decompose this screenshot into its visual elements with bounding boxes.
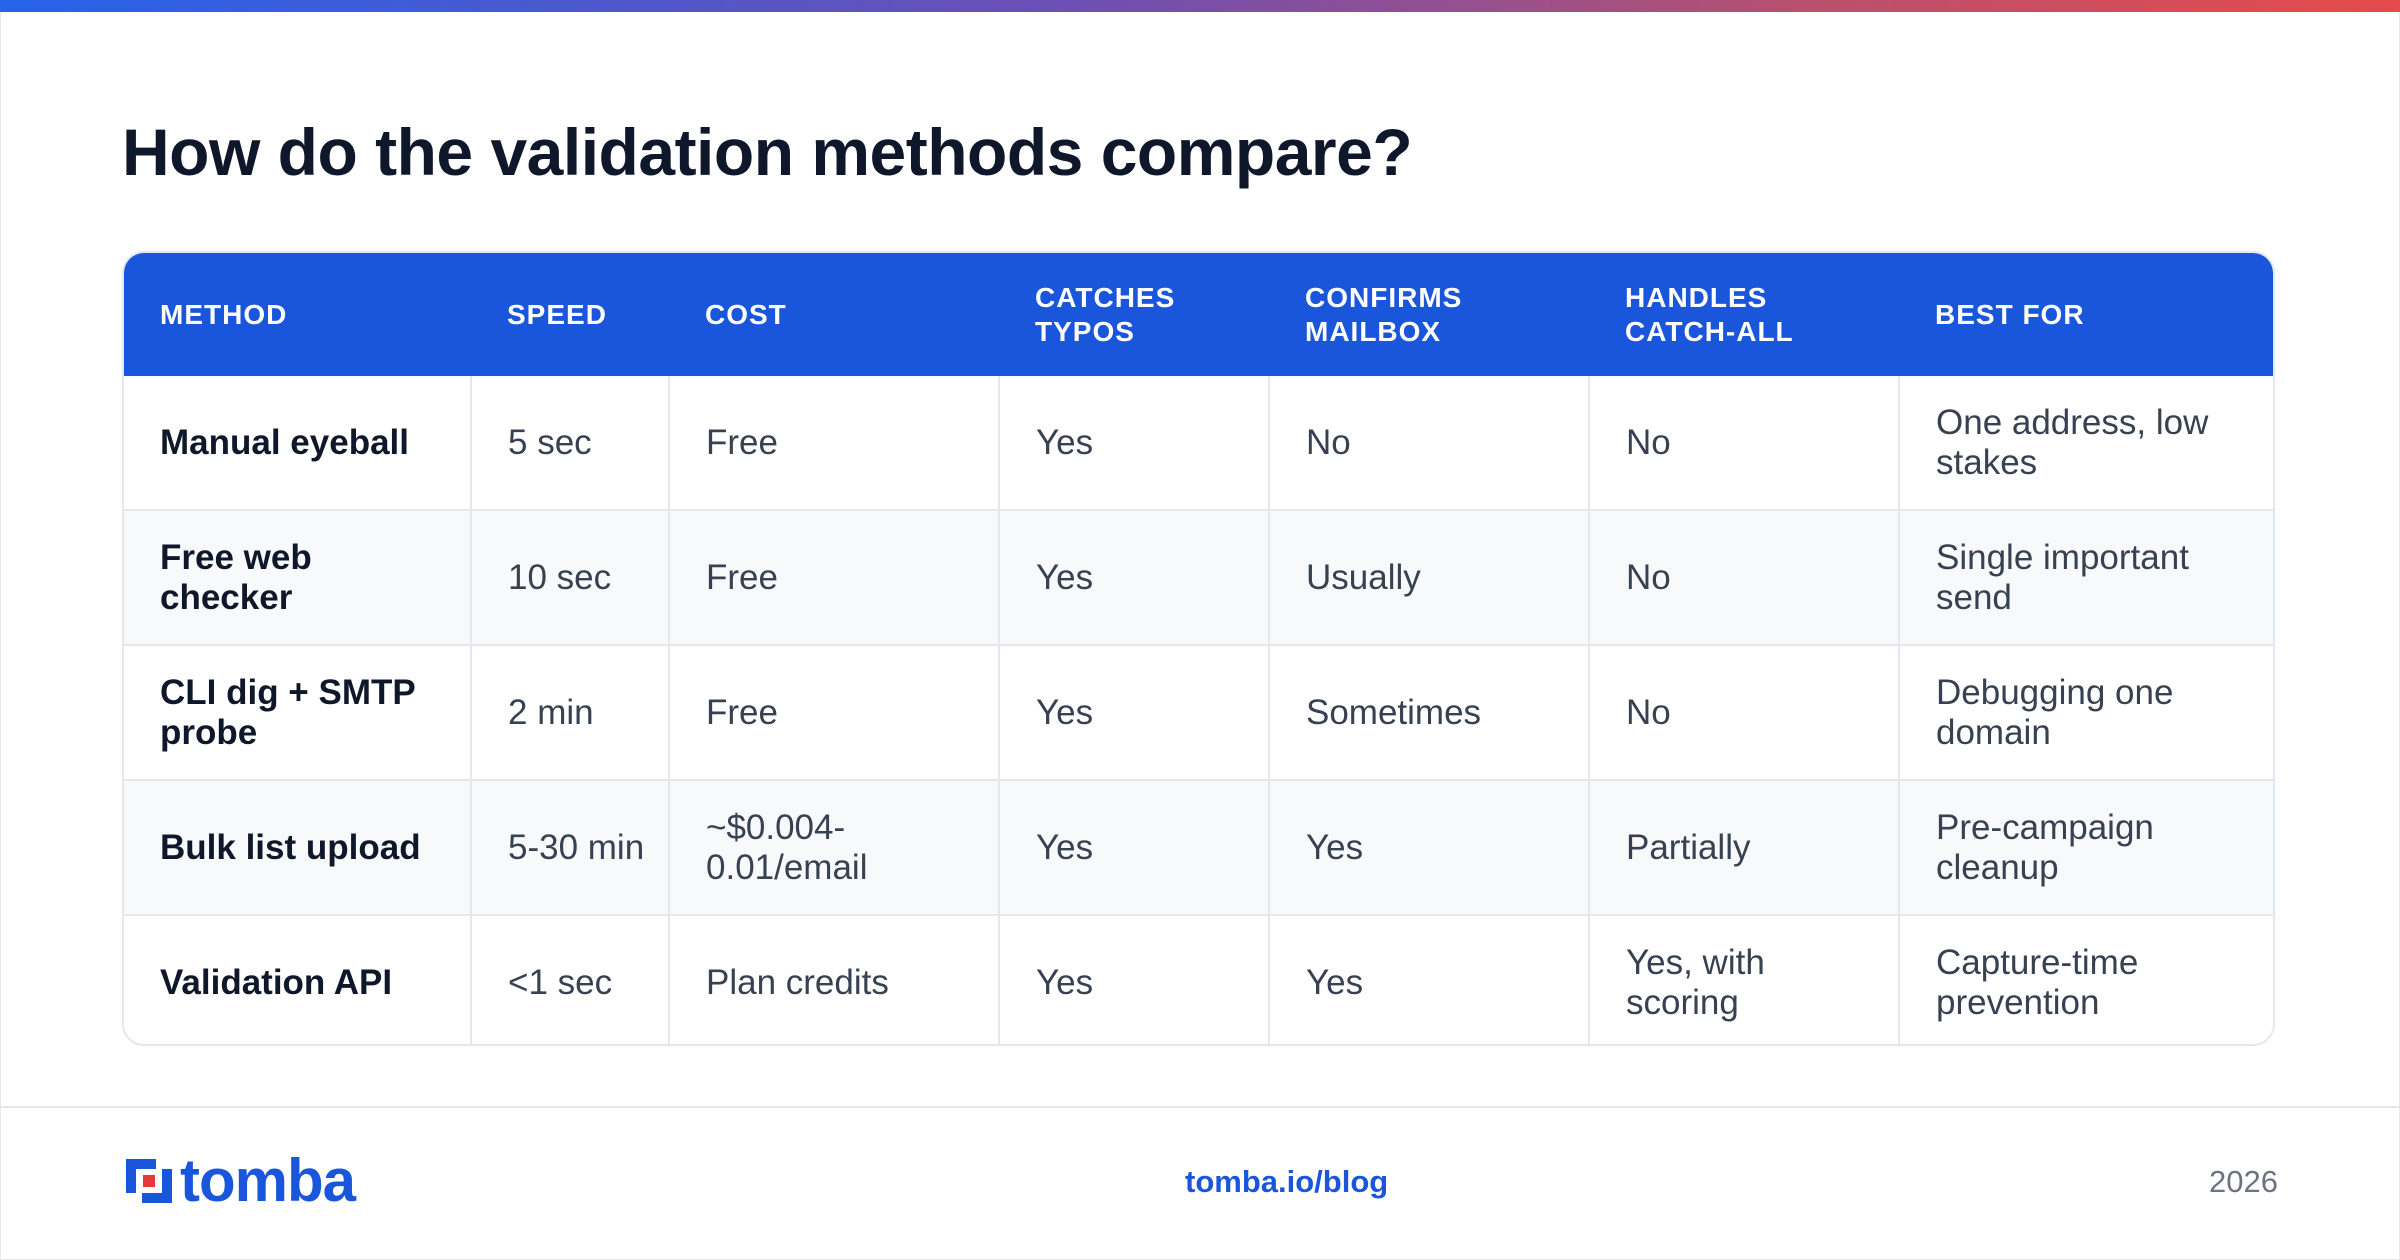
page-title: How do the validation methods compare?	[122, 115, 1413, 189]
cell-handles-catch-all: Yes, with scoring	[1588, 914, 1899, 1044]
cell-method: Bulk list upload	[124, 779, 471, 915]
table-row: Free web checker 10 sec Free Yes Usually…	[124, 509, 2273, 645]
header-confirms-mailbox-line1: CONFIRMS	[1305, 281, 1463, 313]
header-catches-typos: CATCHES TYPOS	[999, 253, 1269, 376]
header-confirms-mailbox: CONFIRMS MAILBOX	[1269, 253, 1589, 376]
cell-cost: ~$0.004-0.01/email	[668, 779, 999, 915]
cell-best-for: Capture-time prevention	[1898, 914, 2273, 1044]
header-method: METHOD	[124, 253, 471, 376]
cell-method: Manual eyeball	[160, 422, 409, 462]
cell-catches-typos: Yes	[998, 914, 1269, 1044]
cell-confirms-mailbox: Yes	[1268, 779, 1589, 915]
comparison-table: METHOD SPEED COST CATCHES TYPOS CONFIRMS…	[122, 251, 2275, 1046]
header-best-for: BEST FOR	[1899, 253, 2273, 376]
cell-catches-typos: Yes	[998, 779, 1269, 915]
cell-handles-catch-all: No	[1588, 376, 1899, 510]
cell-confirms-mailbox: Yes	[1268, 914, 1589, 1044]
cell-cost: Free	[668, 509, 999, 645]
cell-speed: 5-30 min	[470, 779, 669, 915]
cell-speed: 5 sec	[470, 376, 669, 510]
table-row: CLI dig + SMTP probe 2 min Free Yes Some…	[124, 644, 2273, 780]
cell-confirms-mailbox: Usually	[1268, 509, 1589, 645]
cell-speed: 2 min	[470, 644, 669, 780]
header-speed-label: SPEED	[507, 298, 607, 330]
tomba-logo[interactable]: tomba	[122, 1147, 356, 1214]
header-speed: SPEED	[471, 253, 669, 376]
header-method-label: METHOD	[160, 298, 288, 330]
header-catches-typos-line1: CATCHES	[1035, 281, 1176, 313]
cell-catches-typos: Yes	[998, 509, 1269, 645]
cell-cost: Plan credits	[668, 914, 999, 1044]
cell-cost: Free	[668, 376, 999, 510]
header-handles-catch-all-line2: CATCH-ALL	[1625, 315, 1794, 347]
header-handles-catch-all: HANDLES CATCH-ALL	[1589, 253, 1899, 376]
gradient-top-bar	[0, 0, 2400, 12]
table-row: Validation API <1 sec Plan credits Yes Y…	[124, 914, 2273, 1044]
cell-method: Free web checker	[124, 509, 471, 645]
cell-catches-typos: Yes	[998, 644, 1269, 780]
cell-speed: <1 sec	[470, 914, 669, 1044]
footer-year: 2026	[2209, 1164, 2278, 1199]
cell-confirms-mailbox: Sometimes	[1268, 644, 1589, 780]
cell-best-for: Debugging one domain	[1898, 644, 2273, 780]
cell-best-for: One address, low stakes	[1898, 376, 2273, 510]
header-best-for-label: BEST FOR	[1935, 298, 2085, 330]
header-cost: COST	[669, 253, 999, 376]
cell-catches-typos: Yes	[998, 376, 1269, 510]
cell-method: Validation API	[124, 914, 471, 1044]
blog-link[interactable]: tomba.io/blog	[1185, 1164, 1389, 1199]
logo-wordmark: tomba	[180, 1147, 356, 1214]
cell-method: CLI dig + SMTP probe	[124, 644, 471, 780]
cell-best-for: Pre-campaign cleanup	[1898, 779, 2273, 915]
header-handles-catch-all-line1: HANDLES	[1625, 281, 1768, 313]
tomba-logo-icon	[126, 1159, 172, 1203]
table-row: Manual eyeball 5 sec Free Yes No No One …	[124, 376, 2273, 510]
header-catches-typos-line2: TYPOS	[1035, 315, 1135, 347]
header-cost-label: COST	[705, 298, 787, 330]
cell-best-for: Single important send	[1898, 509, 2273, 645]
header-confirms-mailbox-line2: MAILBOX	[1305, 315, 1442, 347]
cell-handles-catch-all: Partially	[1588, 779, 1899, 915]
cell-confirms-mailbox: No	[1268, 376, 1589, 510]
cell-speed: 10 sec	[470, 509, 669, 645]
cell-handles-catch-all: No	[1588, 644, 1899, 780]
table-header-row: METHOD SPEED COST CATCHES TYPOS CONFIRMS…	[124, 253, 2273, 376]
cell-cost: Free	[668, 644, 999, 780]
cell-handles-catch-all: No	[1588, 509, 1899, 645]
table-row: Bulk list upload 5-30 min ~$0.004-0.01/e…	[124, 779, 2273, 915]
footer-divider	[0, 1106, 2400, 1108]
